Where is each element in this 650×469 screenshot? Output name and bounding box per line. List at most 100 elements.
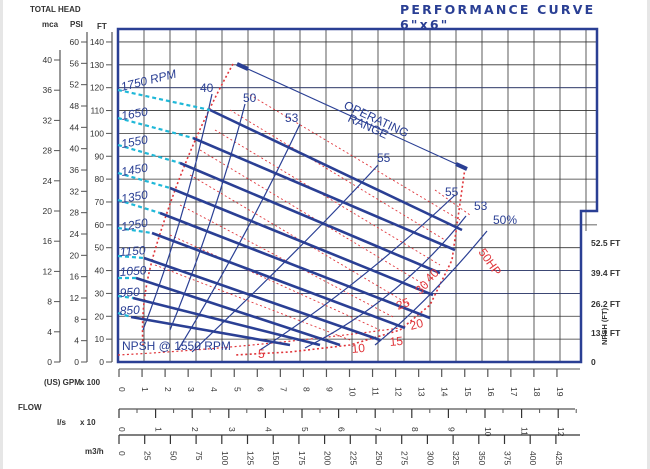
svg-text:4: 4 — [74, 336, 79, 346]
svg-text:1650: 1650 — [120, 104, 149, 122]
svg-text:56: 56 — [70, 58, 80, 68]
svg-text:110: 110 — [90, 106, 104, 116]
svg-text:9: 9 — [446, 427, 456, 432]
svg-text:8: 8 — [47, 297, 52, 307]
svg-text:4: 4 — [47, 327, 52, 337]
svg-text:25: 25 — [143, 451, 153, 461]
svg-text:50HP: 50HP — [476, 246, 505, 279]
svg-text:1450: 1450 — [120, 160, 149, 178]
svg-text:10: 10 — [483, 427, 493, 437]
svg-text:50%: 50% — [493, 213, 517, 227]
svg-text:100: 100 — [90, 128, 104, 138]
svg-text:6: 6 — [337, 427, 347, 432]
svg-text:7: 7 — [278, 387, 288, 392]
ft-label: FT — [97, 22, 107, 31]
mca-label: mca — [42, 20, 59, 29]
svg-text:4: 4 — [263, 427, 273, 432]
svg-text:1550: 1550 — [120, 132, 149, 150]
svg-text:13: 13 — [417, 387, 427, 397]
svg-text:6: 6 — [255, 387, 265, 392]
svg-text:50: 50 — [95, 243, 105, 253]
svg-text:4: 4 — [209, 387, 219, 392]
svg-text:850: 850 — [119, 303, 140, 318]
rpm-curve — [169, 186, 434, 297]
svg-text:18: 18 — [532, 387, 542, 397]
gpm-multiplier: x 100 — [80, 378, 101, 387]
svg-text:9: 9 — [324, 387, 334, 392]
svg-text:13.1 FT: 13.1 FT — [591, 328, 621, 338]
svg-text:325: 325 — [451, 451, 461, 465]
svg-text:30: 30 — [95, 288, 105, 298]
svg-text:26.2 FT: 26.2 FT — [591, 299, 621, 309]
svg-text:39.4 FT: 39.4 FT — [591, 268, 621, 278]
rpm-curve — [143, 256, 381, 342]
svg-text:2: 2 — [190, 427, 200, 432]
svg-text:53: 53 — [474, 199, 488, 213]
svg-text:90: 90 — [95, 151, 105, 161]
svg-text:55: 55 — [377, 151, 391, 165]
m3h-label: m3/h — [85, 447, 104, 456]
rpm-curve — [192, 136, 456, 252]
svg-text:425: 425 — [554, 451, 564, 465]
svg-text:44: 44 — [70, 122, 80, 132]
svg-text:5: 5 — [258, 347, 265, 361]
svg-text:8: 8 — [74, 314, 79, 324]
svg-text:130: 130 — [90, 60, 104, 70]
svg-text:12: 12 — [556, 427, 566, 437]
svg-text:0: 0 — [99, 357, 104, 367]
svg-text:15: 15 — [389, 334, 404, 349]
svg-text:10: 10 — [348, 387, 358, 397]
svg-text:175: 175 — [297, 451, 307, 465]
svg-text:16: 16 — [70, 272, 80, 282]
svg-text:NPSH @ 1550 RPM: NPSH @ 1550 RPM — [122, 339, 231, 353]
svg-text:32: 32 — [43, 115, 53, 125]
svg-text:250: 250 — [374, 451, 384, 465]
svg-text:55: 55 — [445, 185, 459, 199]
svg-text:120: 120 — [90, 83, 104, 93]
svg-text:225: 225 — [348, 451, 358, 465]
svg-text:12: 12 — [70, 293, 80, 303]
svg-text:19: 19 — [555, 387, 565, 397]
svg-text:10: 10 — [351, 341, 366, 356]
svg-text:15: 15 — [463, 387, 473, 397]
svg-text:140: 140 — [90, 37, 104, 47]
svg-text:1350: 1350 — [120, 187, 149, 205]
rpm-curve — [151, 231, 406, 330]
svg-text:1150: 1150 — [119, 243, 146, 259]
svg-text:40: 40 — [200, 81, 214, 95]
svg-text:0: 0 — [117, 387, 127, 392]
svg-text:0: 0 — [117, 427, 127, 432]
svg-text:7: 7 — [373, 427, 383, 432]
svg-text:40: 40 — [43, 55, 53, 65]
svg-text:50: 50 — [243, 91, 257, 105]
svg-text:0: 0 — [74, 357, 79, 367]
svg-text:70: 70 — [95, 197, 105, 207]
rpm-curve — [209, 108, 463, 232]
svg-text:14: 14 — [440, 387, 450, 397]
svg-text:350: 350 — [477, 451, 487, 465]
rpm-curve — [179, 161, 441, 275]
svg-text:12: 12 — [394, 387, 404, 397]
svg-text:60: 60 — [70, 37, 80, 47]
svg-text:5: 5 — [300, 427, 310, 432]
flow-label: FLOW — [18, 403, 42, 412]
svg-text:52.5 FT: 52.5 FT — [591, 238, 621, 248]
svg-text:11: 11 — [520, 427, 530, 436]
svg-text:1750 RPM: 1750 RPM — [119, 67, 177, 94]
svg-text:1050: 1050 — [119, 263, 147, 279]
svg-text:16: 16 — [43, 236, 53, 246]
svg-text:200: 200 — [323, 451, 333, 465]
svg-text:20: 20 — [95, 311, 105, 321]
svg-text:0: 0 — [117, 451, 127, 456]
svg-text:400: 400 — [528, 451, 538, 465]
svg-text:950: 950 — [119, 285, 140, 300]
svg-text:40: 40 — [95, 266, 105, 276]
svg-text:0: 0 — [47, 357, 52, 367]
svg-text:24: 24 — [43, 176, 53, 186]
svg-text:2: 2 — [163, 387, 173, 392]
svg-text:28: 28 — [43, 146, 53, 156]
svg-text:5: 5 — [232, 387, 242, 392]
svg-text:1250: 1250 — [120, 215, 149, 233]
svg-text:20: 20 — [43, 206, 53, 216]
